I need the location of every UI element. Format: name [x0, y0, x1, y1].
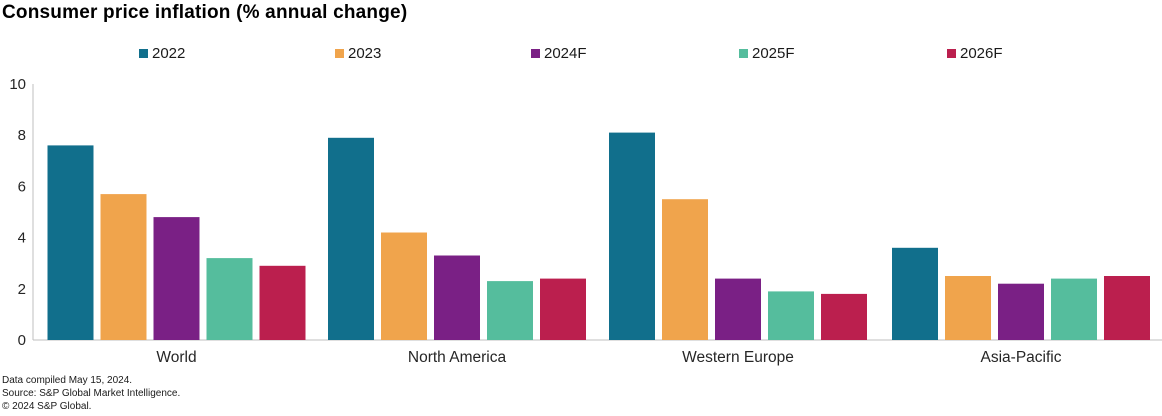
bar-2022-asia-pacific [892, 247, 938, 340]
legend-item-2023: 2023 [335, 44, 381, 62]
legend-label-2022: 2022 [152, 44, 186, 62]
y-tick-label-6: 6 [18, 178, 26, 195]
y-tick-label-4: 4 [18, 230, 26, 247]
bar-2025f-north-america [487, 281, 533, 340]
bar-2023-north-america [381, 232, 427, 340]
bar-2023-western-europe [662, 199, 708, 340]
bar-chart-plot: 0 2 4 6 8 10 World North America Western Europe A… [9, 76, 1162, 366]
y-tick-label-0: 0 [18, 332, 26, 349]
legend-swatch-2024f-icon [531, 48, 540, 58]
bar-2024f-western-europe [715, 278, 761, 340]
x-category-label-world: World [156, 349, 196, 366]
legend-label-2026f: 2026F [960, 44, 1003, 62]
bar-2023-asia-pacific [945, 276, 991, 340]
footer-data-compiled: Data compiled May 15, 2024. [2, 375, 133, 386]
bar-2026f-world [259, 265, 306, 340]
legend-item-2025f: 2025F [739, 44, 795, 62]
bar-2022-north-america [328, 137, 374, 340]
footer-source: Source: S&P Global Market Intelligence. [2, 388, 181, 399]
x-category-label-asia-pacific: Asia-Pacific [981, 349, 1062, 366]
bar-2024f-north-america [434, 255, 480, 340]
legend-swatch-2025f-icon [739, 48, 748, 58]
x-category-label-north-america: North America [408, 349, 507, 366]
legend-label-2024f: 2024F [544, 44, 587, 62]
bar-2023-world [100, 194, 147, 340]
legend-item-2024f: 2024F [531, 44, 587, 62]
bar-2026f-asia-pacific [1104, 276, 1150, 340]
bar-2022-western-europe [609, 132, 655, 340]
y-tick-label-8: 8 [18, 127, 26, 144]
bar-2024f-world [153, 217, 200, 340]
legend-swatch-2022-icon [139, 48, 148, 58]
legend-swatch-2026f-icon [947, 48, 956, 58]
legend-item-2022: 2022 [139, 44, 185, 62]
legend-swatch-2023-icon [335, 48, 344, 58]
bar-2026f-north-america [540, 278, 586, 340]
legend-item-2026f: 2026F [947, 44, 1003, 62]
chart-title: Consumer price inflation (% annual chang… [2, 2, 408, 23]
x-category-label-western-europe: Western Europe [682, 349, 794, 366]
bar-2025f-western-europe [768, 291, 814, 340]
bar-2025f-asia-pacific [1051, 278, 1097, 340]
bar-2022-world [47, 145, 94, 340]
footer-copyright: © 2024 S&P Global. [2, 401, 92, 412]
chart-footer: Data compiled May 15, 2024. Source: S&P … [2, 374, 180, 413]
y-tick-label-10: 10 [9, 76, 26, 93]
legend-label-2023: 2023 [348, 44, 382, 62]
bar-2025f-world [206, 258, 253, 340]
bar-2026f-western-europe [821, 293, 867, 340]
y-tick-label-2: 2 [18, 281, 26, 298]
legend-label-2025f: 2025F [752, 44, 795, 62]
bar-2024f-asia-pacific [998, 283, 1044, 340]
